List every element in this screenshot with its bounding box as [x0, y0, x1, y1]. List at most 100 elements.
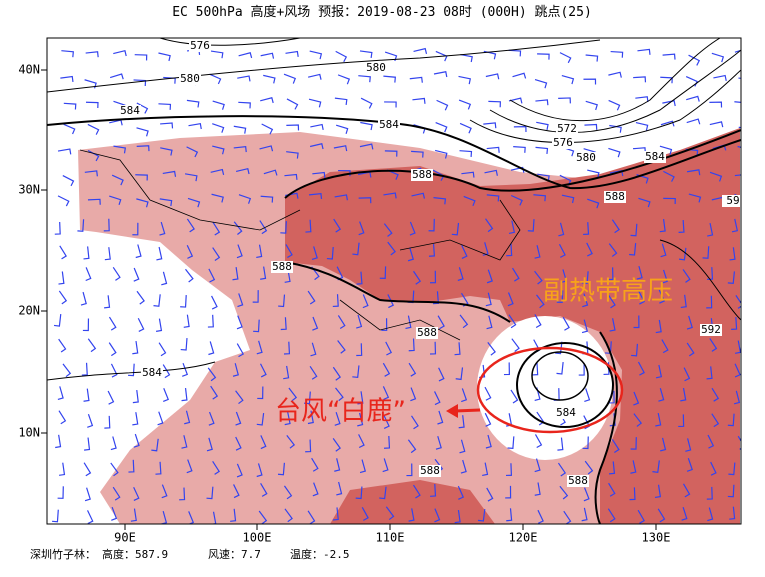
lon-label: 110E — [376, 531, 405, 545]
wind-barb — [608, 71, 622, 78]
wind-barb — [208, 411, 215, 426]
wind-barb — [582, 293, 589, 308]
wind-barb — [406, 463, 413, 477]
wind-barb — [384, 150, 398, 157]
wind-barb — [556, 290, 564, 304]
wind-barb — [236, 315, 243, 330]
wind-barb — [688, 54, 701, 66]
wind-barb — [484, 386, 492, 401]
wind-barb — [310, 342, 317, 357]
wind-barb — [437, 315, 445, 330]
wind-barb — [360, 121, 373, 131]
wind-barb — [136, 102, 149, 114]
wind-barb — [630, 460, 637, 474]
wind-barb — [385, 341, 393, 356]
wind-barb — [428, 243, 436, 257]
wind-barb — [507, 292, 514, 307]
wind-barb — [308, 98, 322, 108]
wind-barb — [305, 219, 312, 233]
wind-barb — [578, 363, 585, 376]
wind-barb — [132, 412, 139, 426]
wind-barb — [184, 410, 191, 425]
contour-label: 576 — [553, 136, 573, 149]
wind-barb — [484, 169, 498, 176]
wind-barb — [132, 341, 139, 355]
wind-barb — [357, 391, 364, 405]
contour-label: 588 — [420, 464, 440, 477]
wind-barb — [57, 386, 64, 400]
annotation: 台风“白鹿” — [275, 397, 406, 427]
wind-barb — [510, 166, 525, 173]
wind-barb — [728, 462, 736, 476]
wind-barb — [659, 219, 666, 233]
wind-barb — [84, 487, 91, 502]
wind-barb — [137, 318, 145, 332]
title: EC 500hPa 高度+风场 预报：2019-08-23 08时 (000H)… — [172, 4, 592, 20]
wind-barb — [660, 437, 667, 452]
wind-barb — [638, 290, 645, 305]
wind-barb — [59, 462, 66, 476]
wind-barb — [259, 145, 274, 152]
wind-barb — [235, 411, 242, 426]
wind-barb — [151, 438, 159, 452]
wind-barb — [508, 49, 522, 57]
wind-barb — [188, 122, 202, 130]
wind-barb — [506, 508, 513, 522]
wind-barb — [731, 218, 739, 233]
wind-barb — [686, 457, 693, 472]
wind-barb — [362, 294, 369, 309]
wind-barb — [533, 194, 547, 202]
wind-barb — [430, 341, 437, 355]
wind-barb — [407, 439, 417, 454]
wind-barb — [454, 342, 461, 356]
wind-barb — [405, 315, 412, 330]
wind-barb — [585, 54, 599, 62]
wind-barb — [60, 75, 74, 83]
wind-barb — [312, 482, 319, 497]
wind-barb — [435, 436, 442, 450]
wind-barb — [457, 267, 464, 281]
contour-label-bg — [567, 475, 589, 487]
wind-barb — [209, 73, 222, 85]
wind-barb — [631, 343, 639, 357]
wind-barb — [280, 317, 287, 331]
wind-barb — [305, 439, 312, 453]
wind-barb — [113, 49, 127, 57]
wind-barb — [104, 247, 111, 261]
wind-barb — [461, 388, 468, 403]
wind-barb — [430, 270, 437, 284]
wind-barb — [587, 169, 600, 179]
wind-barb — [485, 434, 492, 449]
wind-barb — [286, 151, 299, 159]
wind-barb — [57, 195, 70, 207]
wind-barb — [436, 99, 449, 111]
typhoon-circle — [476, 346, 624, 434]
wind-barb — [685, 75, 698, 87]
wind-barb — [686, 95, 700, 102]
wind-barb — [582, 436, 589, 450]
wind-barb — [454, 509, 461, 524]
wind-barb — [733, 390, 741, 405]
contour-label-bg — [700, 324, 722, 336]
contour-label: 588 — [605, 190, 625, 203]
wind-barb — [658, 289, 666, 304]
wind-barb — [511, 338, 520, 353]
wind-barb — [184, 173, 198, 182]
wind-barb — [486, 487, 494, 502]
wind-barb — [333, 218, 342, 233]
wind-barb — [488, 100, 501, 108]
footer-height: 高度：587.9 — [102, 547, 168, 561]
wind-barb — [583, 222, 590, 236]
wind-barb — [607, 294, 616, 309]
wind-barb — [337, 315, 346, 329]
wind-barb — [507, 436, 515, 449]
axes: 40N 30N 20N 10N 90E 100E 110E 120E 130E — [18, 63, 670, 545]
wind-barb — [482, 242, 489, 256]
wind-barb — [607, 267, 614, 281]
wind-barb — [212, 461, 220, 475]
wind-barb — [186, 459, 193, 474]
wind-barb — [512, 267, 520, 282]
footer-wind: 风速：7.7 — [208, 548, 261, 561]
wind-barb — [584, 460, 594, 475]
wind-barb — [537, 173, 550, 182]
